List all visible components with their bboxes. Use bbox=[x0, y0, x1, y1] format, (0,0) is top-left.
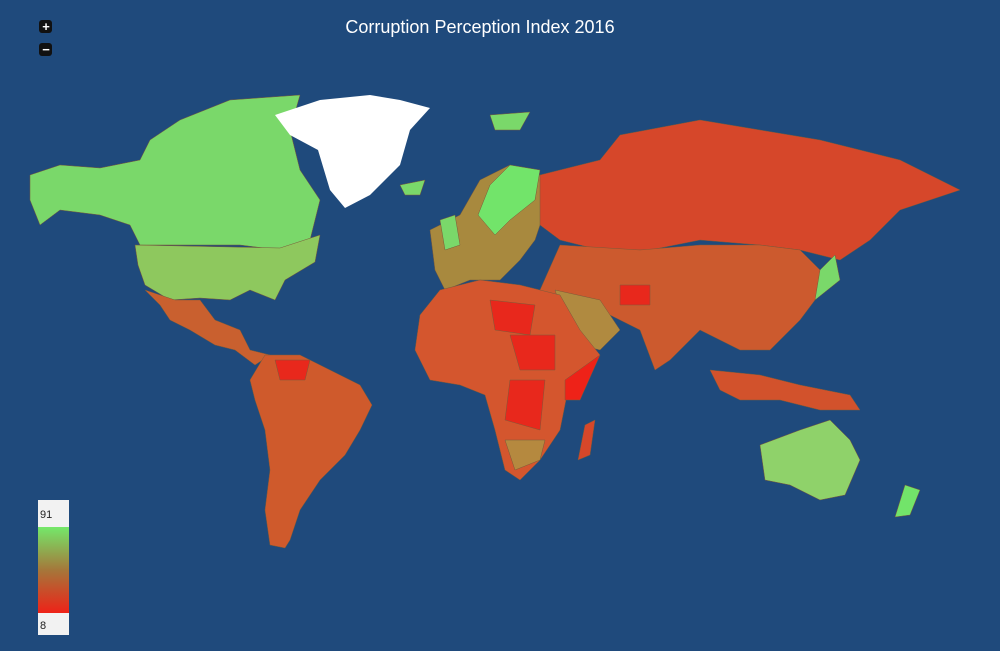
sudan bbox=[509, 334, 556, 371]
libya bbox=[489, 299, 536, 336]
africa bbox=[414, 279, 601, 481]
congo bbox=[504, 379, 546, 431]
zoom-out-label[interactable]: − bbox=[42, 42, 50, 57]
iceland bbox=[399, 179, 426, 196]
australia bbox=[759, 419, 861, 501]
map-title: Corruption Perception Index 2016 bbox=[345, 17, 614, 37]
usa bbox=[134, 234, 321, 301]
zoom-in-button[interactable]: + bbox=[39, 19, 52, 34]
south-america bbox=[249, 354, 373, 549]
legend-min: 8 bbox=[40, 620, 46, 632]
zoom-in-label[interactable]: + bbox=[42, 19, 50, 34]
scandinavia bbox=[477, 164, 541, 236]
svalbard bbox=[489, 111, 531, 131]
zoom-out-bg[interactable] bbox=[39, 43, 52, 56]
japan bbox=[814, 254, 841, 301]
legend-max: 91 bbox=[40, 509, 52, 521]
uk bbox=[439, 214, 461, 251]
zoom-in-bg[interactable] bbox=[39, 20, 52, 33]
countries bbox=[29, 94, 961, 549]
somalia bbox=[564, 354, 601, 401]
zoom-out-button[interactable]: − bbox=[39, 42, 52, 57]
southeast-asia bbox=[709, 369, 861, 411]
legend-gradient bbox=[38, 527, 69, 613]
greenland bbox=[275, 95, 430, 208]
southern-africa bbox=[504, 439, 546, 471]
madagascar bbox=[577, 419, 596, 461]
canada-alaska bbox=[29, 94, 321, 251]
legend: 91 8 bbox=[38, 500, 69, 635]
venezuela bbox=[274, 359, 311, 381]
new-zealand bbox=[894, 484, 921, 518]
afghanistan bbox=[619, 284, 651, 306]
